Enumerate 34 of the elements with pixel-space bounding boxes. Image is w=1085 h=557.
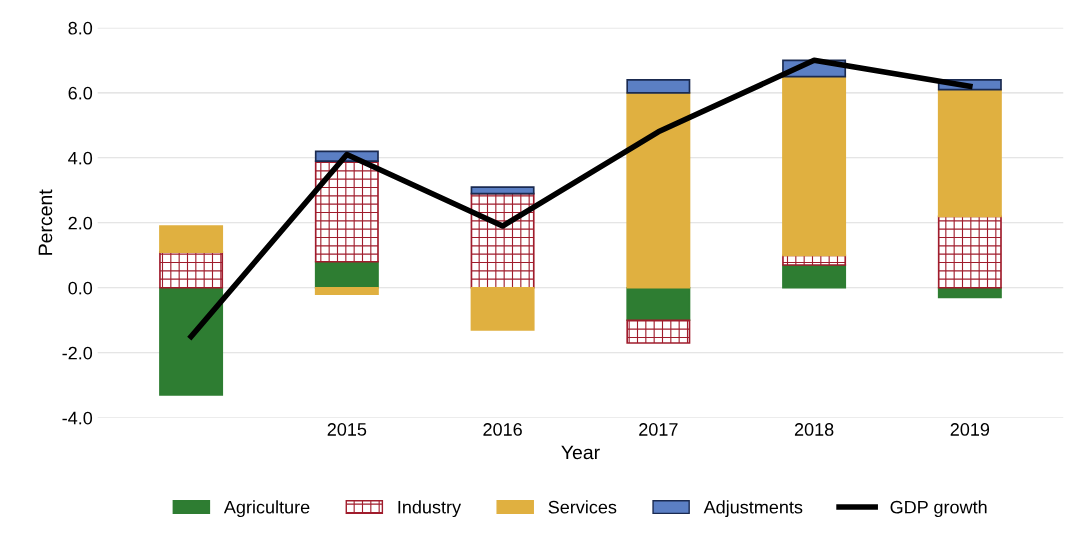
bar	[470, 286, 535, 331]
bar	[782, 264, 847, 289]
bar	[626, 79, 691, 94]
bar	[159, 225, 224, 253]
x-tick-label: 2017	[639, 423, 678, 436]
bar	[159, 251, 224, 289]
bar	[159, 286, 224, 396]
x-tick-label: 2015	[327, 423, 367, 436]
bar	[314, 286, 379, 296]
legend-label: Adjustments	[703, 500, 803, 518]
legend-label: GDP growth	[890, 500, 987, 518]
bar	[937, 88, 1002, 218]
y-tick-label: -4.0	[62, 411, 93, 425]
y-tick-label: 2.0	[68, 216, 93, 230]
y-tick-label: 8.0	[68, 21, 93, 35]
y-axis-title: Percent	[38, 189, 53, 255]
y-tick-label: 6.0	[68, 86, 93, 100]
x-tick-label: 2019	[950, 423, 990, 436]
bar	[782, 75, 847, 257]
legend-label: Industry	[398, 500, 462, 518]
y-tick-label: -2.0	[62, 346, 93, 360]
bar	[626, 319, 691, 344]
legend-label: Agriculture	[223, 500, 310, 518]
y-tick-label: 0.0	[68, 281, 93, 295]
bar	[470, 192, 535, 289]
bar	[470, 186, 535, 195]
y-tick-label: 4.0	[68, 151, 93, 165]
bar	[314, 160, 379, 263]
x-axis-title: Year	[561, 445, 600, 460]
bar	[626, 91, 691, 289]
bar	[937, 215, 1002, 289]
x-tick-label: 2016	[483, 423, 522, 436]
legend-label: Services	[548, 500, 617, 514]
x-tick-label: 2018	[794, 423, 834, 436]
